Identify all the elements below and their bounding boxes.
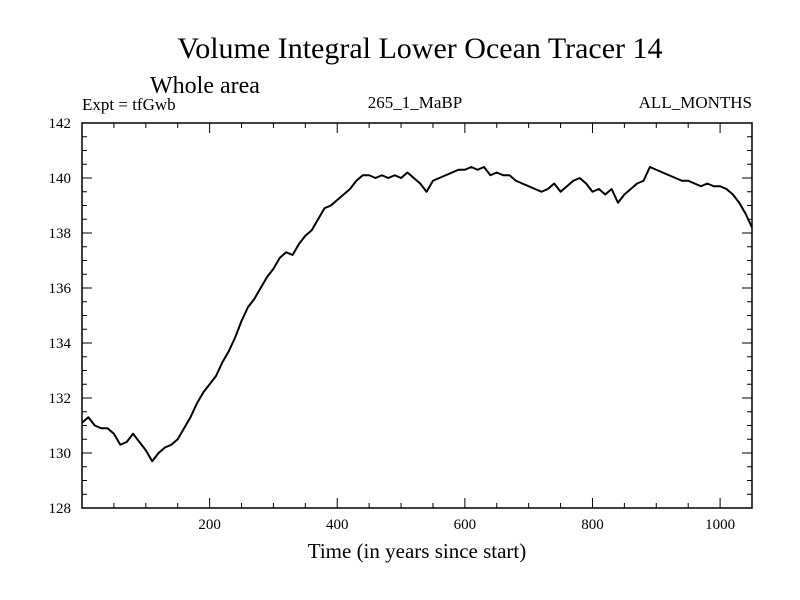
x-axis-label: Time (in years since start): [308, 539, 527, 563]
y-tick-label: 128: [49, 501, 72, 517]
y-tick-label: 134: [49, 336, 72, 352]
series-line: [81, 166, 753, 463]
x-axis-tick-labels: 200 400 600 800 1000: [198, 517, 735, 533]
y-tick-label: 142: [49, 116, 72, 132]
y-tick-label: 138: [49, 226, 72, 242]
experiment-label: Expt = tfGwb: [82, 95, 176, 114]
y-tick-label: 140: [49, 171, 72, 187]
period-label: 265_1_MaBP: [368, 93, 462, 112]
y-tick-label: 132: [49, 391, 72, 407]
chart-title: Volume Integral Lower Ocean Tracer 14: [177, 32, 662, 65]
y-tick-label: 136: [49, 281, 72, 297]
x-tick-label: 1000: [705, 517, 735, 533]
y-axis-tick-labels: 128 130 132 134 136 138 140 142: [49, 116, 72, 517]
y-tick-label: 130: [49, 446, 72, 462]
chart-subtitle: Whole area: [150, 73, 260, 99]
plot-area-frame: [81, 122, 753, 509]
x-tick-label: 200: [198, 517, 221, 533]
x-tick-label: 600: [454, 517, 477, 533]
x-tick-label: 400: [326, 517, 349, 533]
months-label: ALL_MONTHS: [639, 93, 752, 112]
x-tick-label: 800: [581, 517, 604, 533]
axis-ticks: [82, 123, 752, 508]
